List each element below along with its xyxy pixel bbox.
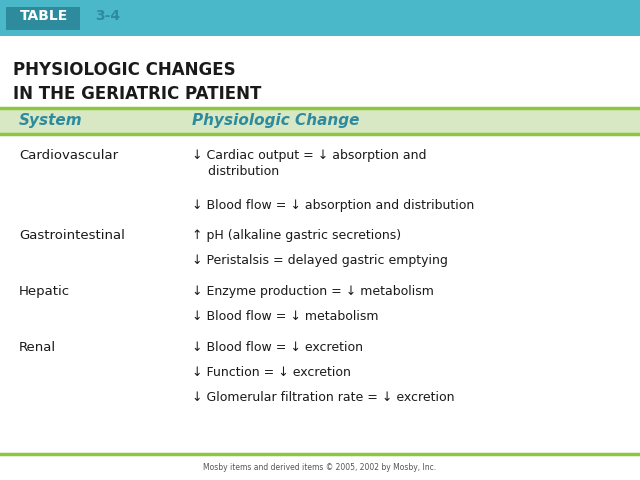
Text: ↓ Function = ↓ excretion: ↓ Function = ↓ excretion [192, 366, 351, 379]
Text: ↓ Cardiac output = ↓ absorption and
    distribution: ↓ Cardiac output = ↓ absorption and dist… [192, 149, 426, 178]
Text: ↓ Peristalsis = delayed gastric emptying: ↓ Peristalsis = delayed gastric emptying [192, 254, 448, 267]
Text: Cardiovascular: Cardiovascular [19, 149, 118, 162]
Text: ↓ Blood flow = ↓ metabolism: ↓ Blood flow = ↓ metabolism [192, 310, 378, 323]
FancyBboxPatch shape [6, 7, 80, 30]
Text: ↓ Enzyme production = ↓ metabolism: ↓ Enzyme production = ↓ metabolism [192, 285, 434, 298]
Text: Hepatic: Hepatic [19, 285, 70, 298]
Text: ↑ pH (alkaline gastric secretions): ↑ pH (alkaline gastric secretions) [192, 229, 401, 242]
Text: ↓ Blood flow = ↓ excretion: ↓ Blood flow = ↓ excretion [192, 341, 363, 354]
Text: ↓ Blood flow = ↓ absorption and distribution: ↓ Blood flow = ↓ absorption and distribu… [192, 199, 474, 212]
Text: 3-4: 3-4 [95, 9, 120, 23]
FancyBboxPatch shape [0, 0, 640, 36]
Text: ↓ Glomerular filtration rate = ↓ excretion: ↓ Glomerular filtration rate = ↓ excreti… [192, 391, 454, 404]
Text: TABLE: TABLE [19, 9, 68, 23]
Text: Renal: Renal [19, 341, 56, 354]
Text: PHYSIOLOGIC CHANGES: PHYSIOLOGIC CHANGES [13, 60, 236, 79]
Text: Gastrointestinal: Gastrointestinal [19, 229, 125, 242]
Text: Mosby items and derived items © 2005, 2002 by Mosby, Inc.: Mosby items and derived items © 2005, 20… [204, 464, 436, 472]
FancyBboxPatch shape [0, 108, 640, 134]
Text: System: System [19, 113, 83, 129]
Text: IN THE GERIATRIC PATIENT: IN THE GERIATRIC PATIENT [13, 84, 261, 103]
Text: Physiologic Change: Physiologic Change [192, 113, 360, 129]
